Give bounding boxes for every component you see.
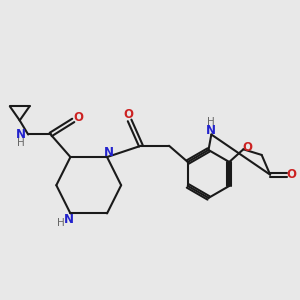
- Text: H: H: [57, 218, 64, 228]
- Text: O: O: [286, 168, 296, 181]
- Text: N: N: [64, 212, 74, 226]
- Text: N: N: [16, 128, 26, 141]
- Text: O: O: [243, 141, 253, 154]
- Text: H: H: [208, 117, 215, 127]
- Text: N: N: [103, 146, 113, 159]
- Text: N: N: [206, 124, 216, 137]
- Text: H: H: [17, 138, 25, 148]
- Text: O: O: [123, 108, 133, 121]
- Text: O: O: [74, 111, 84, 124]
